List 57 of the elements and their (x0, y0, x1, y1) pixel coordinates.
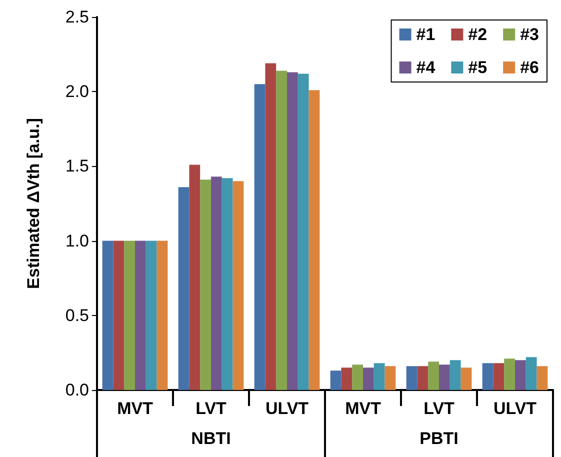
bar (482, 363, 494, 390)
y-tick-label: 2.0 (65, 82, 89, 102)
bar (406, 366, 418, 390)
y-axis-title: Estimated ΔVth [a.u.] (24, 118, 43, 289)
bar (515, 360, 526, 390)
text: PBTI (420, 429, 458, 448)
x-tick-label: MVT (117, 399, 154, 418)
y-tick-label: 1.0 (65, 231, 89, 250)
bar (439, 364, 450, 390)
y-tick-label: 0.5 (65, 306, 89, 325)
bar (374, 363, 385, 390)
bar (298, 74, 309, 390)
bar (460, 368, 472, 390)
bar (450, 360, 461, 390)
bar (536, 366, 548, 390)
bar (232, 181, 244, 390)
text: NBTI (191, 429, 231, 448)
bar (254, 84, 266, 390)
bar (417, 366, 428, 390)
bar (222, 178, 233, 390)
bar (178, 187, 190, 390)
bar (124, 240, 135, 390)
x-tick-label: LVT (424, 399, 456, 418)
bar (265, 63, 276, 390)
y-tick-label: 0.0 (65, 380, 89, 400)
x-tick-label: ULVT (265, 399, 310, 418)
bar (308, 90, 320, 390)
legend-label: #5 (468, 58, 488, 77)
y-tick-label: 2.5 (65, 8, 89, 26)
x-tick-label: LVT (196, 399, 228, 418)
bar (276, 70, 287, 390)
bar (493, 363, 504, 390)
bar (211, 176, 222, 390)
legend-label: #6 (520, 58, 540, 77)
legend-label: #2 (468, 25, 488, 44)
bar (200, 180, 211, 390)
bar (504, 358, 515, 390)
x-tick-label: ULVT (493, 399, 538, 418)
legend-label: #4 (416, 58, 436, 77)
bar (287, 72, 298, 390)
bar (146, 240, 157, 390)
bar (189, 164, 200, 390)
bar (526, 357, 537, 390)
bar (156, 240, 168, 390)
bar (135, 240, 146, 390)
legend-label: #3 (520, 25, 540, 44)
bar (352, 364, 363, 390)
legend-label: #1 (416, 25, 436, 44)
bar (428, 362, 439, 390)
bar (341, 368, 352, 390)
bar (102, 240, 114, 390)
bar (113, 240, 124, 390)
bar (363, 368, 374, 390)
y-tick-label: 1.5 (65, 156, 89, 176)
bar (384, 366, 396, 390)
x-tick-label: MVT (345, 399, 382, 418)
bar (330, 370, 342, 390)
